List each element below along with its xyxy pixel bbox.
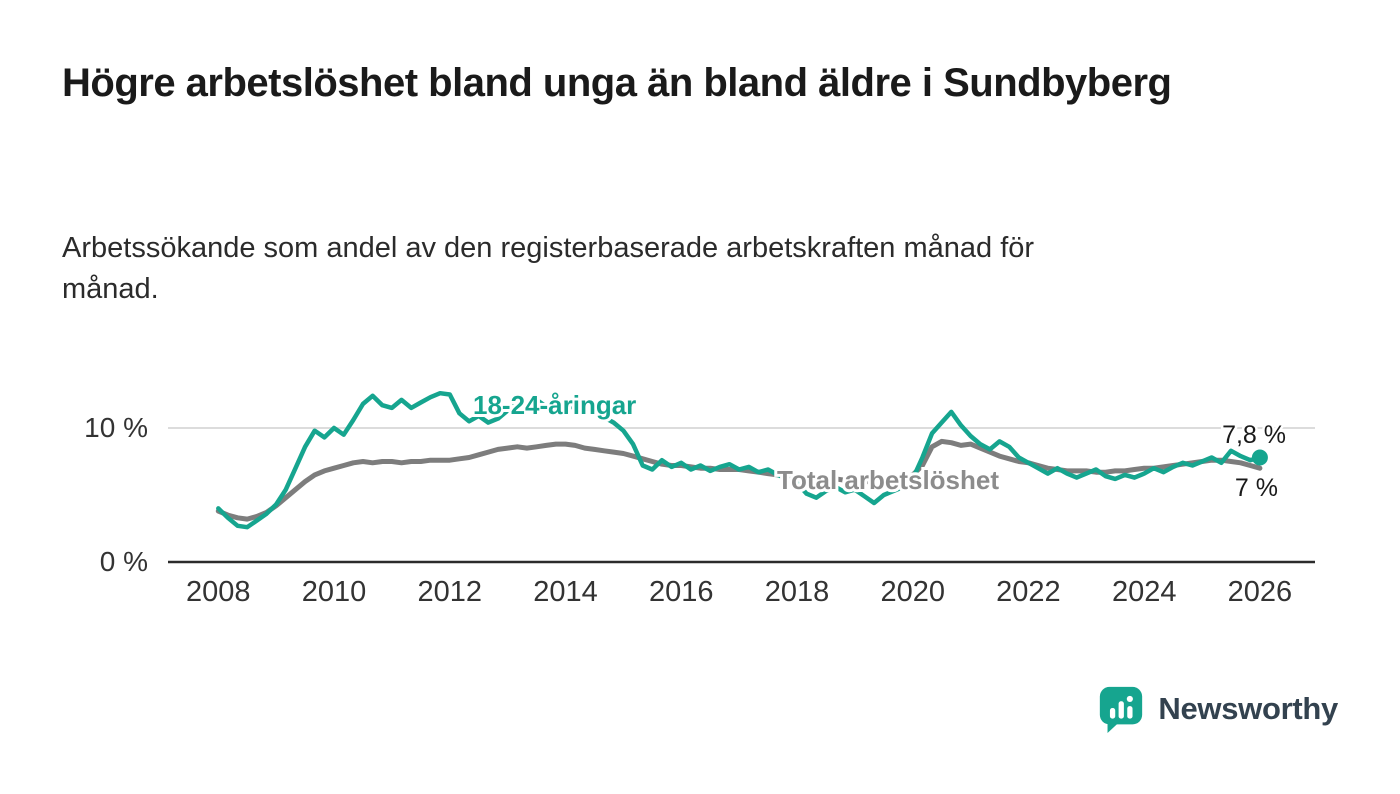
x-tick-label: 2022 xyxy=(996,576,1061,608)
series-line-youth xyxy=(216,390,1263,530)
newsworthy-branding: Newsworthy xyxy=(1096,684,1338,734)
chart-title-line2: Sundbyberg xyxy=(943,61,1172,105)
youth-end-point xyxy=(1251,449,1268,466)
end-value-label-total: 7 % xyxy=(1235,474,1278,502)
x-tick-label: 2024 xyxy=(1112,576,1177,608)
newsworthy-logo-icon xyxy=(1100,686,1143,734)
chart-title-line1: Högre arbetslöshet bland unga än bland ä… xyxy=(62,61,933,105)
x-tick-label: 2012 xyxy=(418,576,483,608)
x-tick-label: 2020 xyxy=(880,576,945,608)
x-tick-label: 2016 xyxy=(649,576,714,608)
chart-subtitle-line2: månad. xyxy=(62,273,159,306)
logo-dot xyxy=(1127,695,1134,702)
x-tick-label: 2010 xyxy=(302,576,367,608)
chart-subtitle-line1: Arbetssökande som andel av den registerb… xyxy=(62,232,1035,264)
logo-bar-3 xyxy=(1127,706,1133,719)
x-tick-label: 2018 xyxy=(765,576,830,608)
chart-title: Högre arbetslöshet bland unga än bland ä… xyxy=(62,58,1242,109)
x-tick-label: 2026 xyxy=(1228,576,1293,608)
y-tick-label-10: 10 % xyxy=(84,412,148,443)
series-label-total: Total arbetslöshet xyxy=(777,465,999,495)
logo-bar-2 xyxy=(1118,701,1125,719)
x-axis-ticks: 2008 2010 2012 2014 2016 2018 2020 2022 2024 2026 xyxy=(186,576,1292,608)
end-value-label-youth: 7,8 % xyxy=(1222,421,1286,449)
series-line-total xyxy=(215,438,1263,522)
x-tick-label: 2008 xyxy=(186,576,251,608)
series-label-youth: 18-24-åringar xyxy=(473,390,636,420)
x-tick-label: 2014 xyxy=(533,576,598,608)
chart-subtitle: Arbetssökande som andel av den registerb… xyxy=(62,228,1302,310)
logo-bubble-tail xyxy=(1107,720,1122,734)
logo-bar-1 xyxy=(1110,708,1116,719)
newsworthy-wordmark: Newsworthy xyxy=(1158,691,1338,726)
y-tick-label-0: 0 % xyxy=(100,546,148,577)
